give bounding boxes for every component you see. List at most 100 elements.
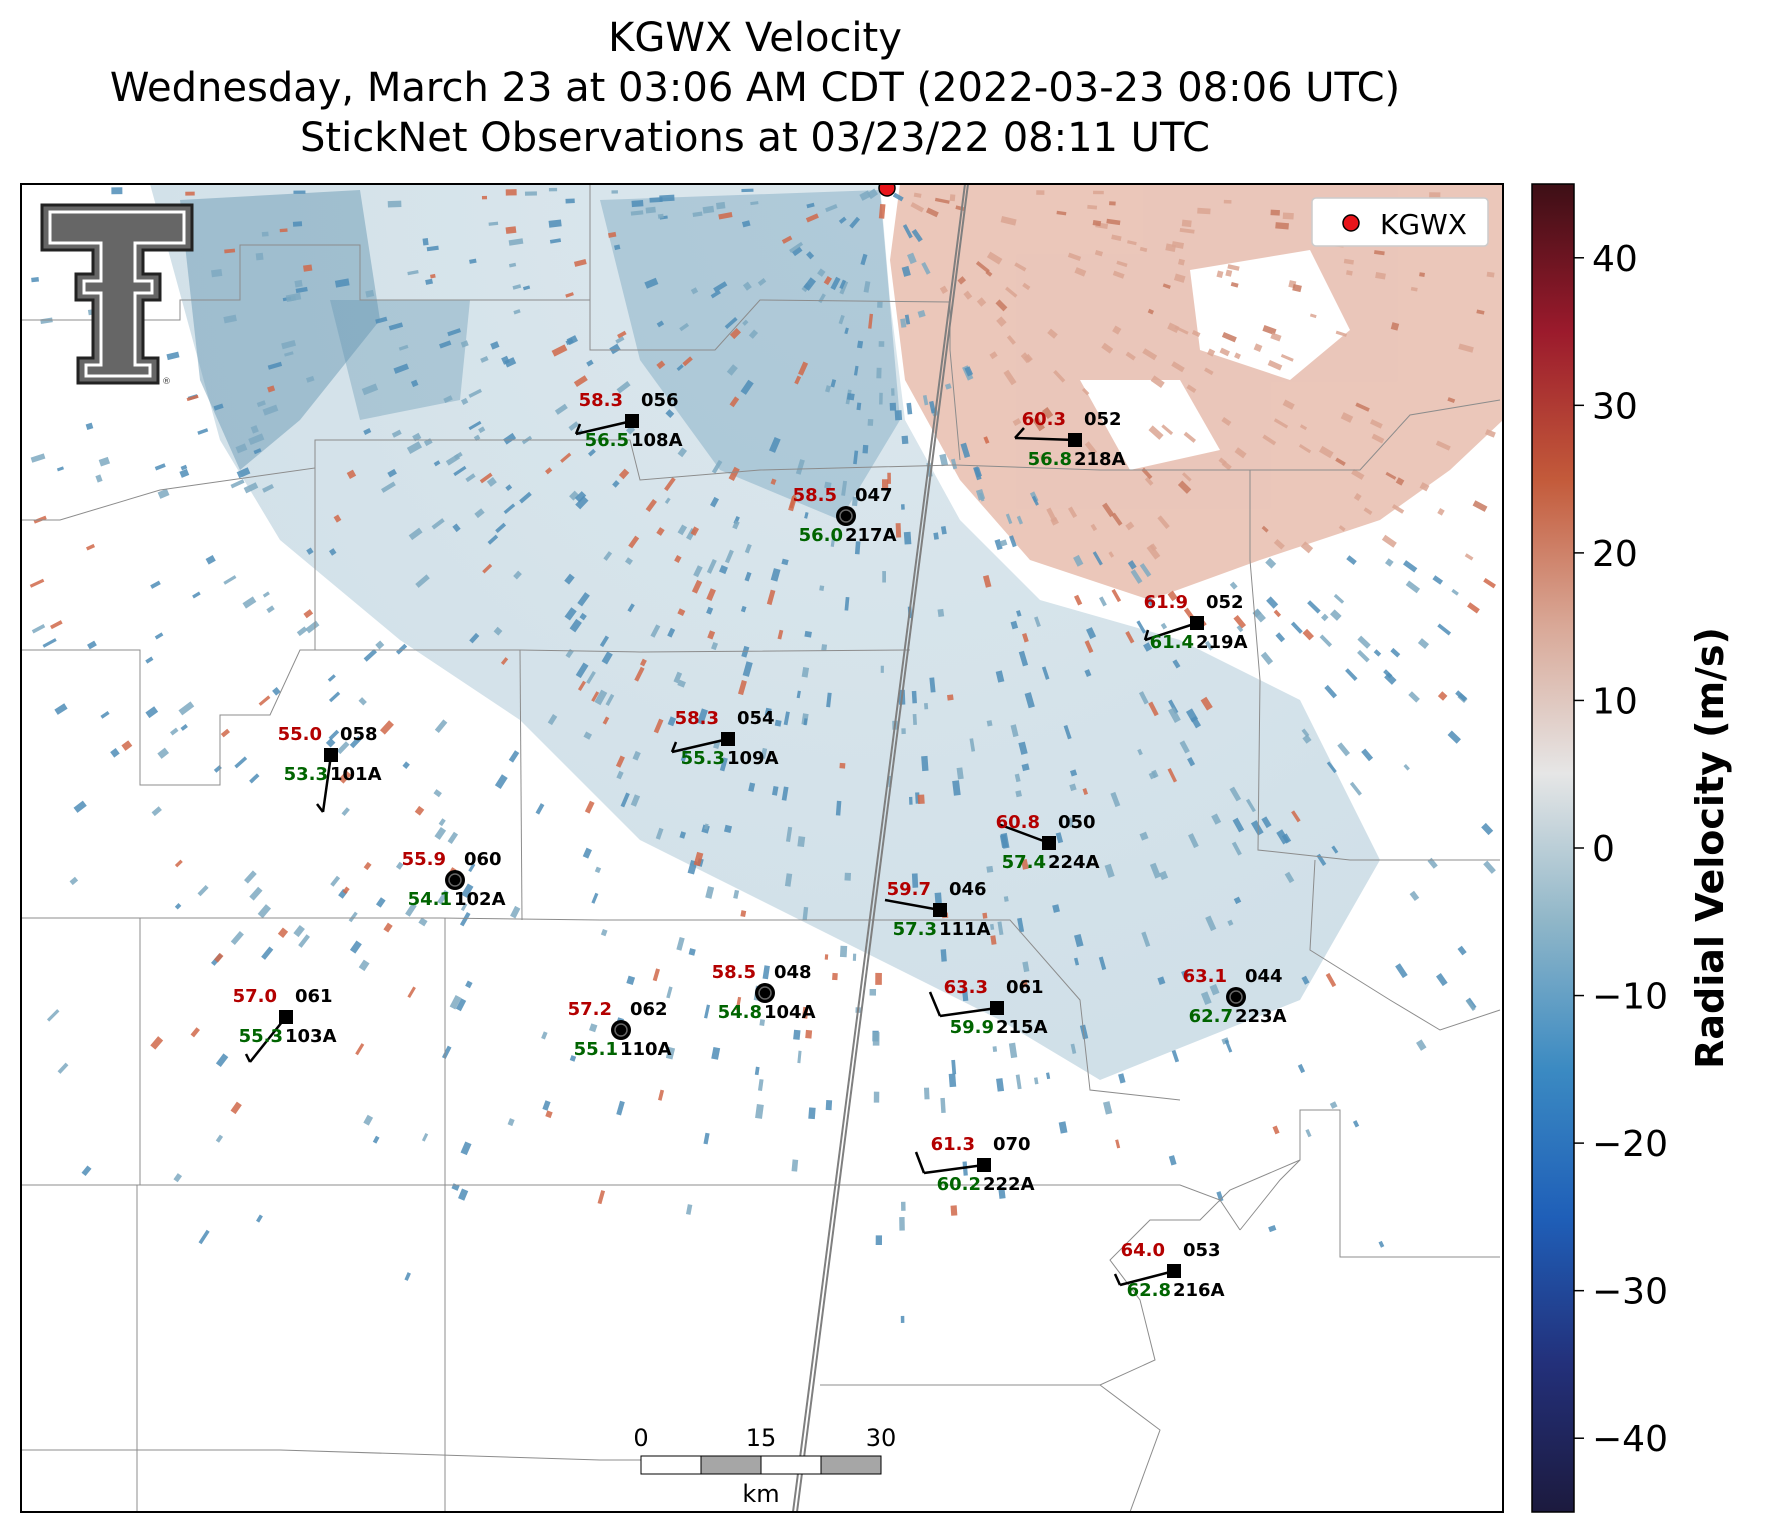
wind-barb-flag (914, 1151, 926, 1174)
wind-barb (575, 419, 633, 436)
station-dewpoint: 56.5 (585, 430, 629, 451)
station-wind-direction: 047 (855, 485, 893, 506)
station-id: 223A (1235, 1006, 1287, 1027)
map-legend: KGWX (1311, 197, 1489, 247)
station-id: 111A (939, 919, 991, 940)
colorbar-tick-label: 30 (1592, 386, 1638, 427)
station-111a: 59.7 046 57.3 111A (884, 879, 991, 940)
station-dewpoint: 59.9 (950, 1017, 994, 1038)
station-217a: 58.5 047 56.0 217A (793, 485, 897, 546)
station-dewpoint: 54.8 (718, 1002, 762, 1023)
station-wind-direction: 048 (774, 962, 812, 983)
colorbar: 40 30 20 10 0 −10 −20 −30 −40 Radial Velocity (m… (1531, 183, 1732, 1513)
wind-barb (939, 1006, 998, 1018)
svg-text:®: ® (162, 377, 171, 387)
station-id: 215A (996, 1017, 1048, 1038)
station-temperature: 58.3 (579, 390, 623, 411)
station-temperature: 61.9 (1144, 592, 1188, 613)
colorbar-tick-label: −30 (1592, 1272, 1668, 1313)
wind-barb-flag (1014, 427, 1025, 439)
wind-barb (671, 737, 729, 754)
station-temperature: 57.2 (568, 999, 612, 1020)
station-wind-direction: 060 (464, 849, 502, 870)
colorbar-tick-label: −20 (1592, 1124, 1668, 1165)
county-borders (21, 184, 1501, 1512)
station-wind-direction: 056 (641, 390, 679, 411)
colorbar-label: Radial Velocity (m/s) (1688, 627, 1732, 1069)
colorbar-tick-label: 10 (1592, 681, 1638, 722)
station-square-marker (324, 748, 338, 762)
calm-ring (758, 986, 772, 1000)
station-id: 102A (454, 889, 506, 910)
scale-bar: 0 15 30 km (633, 1424, 896, 1508)
station-temperature: 63.3 (944, 977, 988, 998)
chart-subtitle-time: Wednesday, March 23 at 03:06 AM CDT (202… (109, 65, 1401, 111)
station-dewpoint: 62.8 (1127, 1280, 1171, 1301)
station-temperature: 58.5 (793, 485, 837, 506)
highway-line (792, 184, 969, 1512)
station-dewpoint: 56.0 (799, 525, 843, 546)
station-216a: 64.0 053 62.8 216A (1113, 1240, 1225, 1301)
station-104a: 58.5 048 54.8 104A (712, 962, 816, 1023)
station-id: 219A (1196, 632, 1248, 653)
station-dewpoint: 55.3 (239, 1026, 283, 1047)
station-219a: 61.9 052 61.4 219A (1144, 592, 1248, 653)
station-215a: 63.3 061 59.9 215A (928, 977, 1048, 1038)
station-dewpoint: 60.2 (937, 1174, 981, 1195)
station-wind-direction: 046 (949, 879, 987, 900)
colorbar-gradient (1531, 183, 1575, 1513)
colorbar-tick-label: −40 (1592, 1419, 1668, 1460)
wind-barb (249, 1016, 287, 1063)
station-temperature: 63.1 (1183, 966, 1227, 987)
wind-barb-flag (1113, 1273, 1122, 1286)
station-108a: 58.3 056 56.5 108A (574, 390, 683, 451)
station-id: 217A (845, 525, 897, 546)
station-wind-direction: 061 (1006, 977, 1044, 998)
sticknet-stations: 58.3 056 56.5 108A 60.3 052 56.8 218A 58.5 047 56.… (233, 390, 1287, 1301)
colorbar-tick-label: −10 (1592, 977, 1668, 1018)
colorbar-tick-label: 20 (1592, 534, 1638, 575)
station-wind-direction: 062 (630, 999, 668, 1020)
map-frame (20, 183, 1504, 1513)
station-wind-direction: 061 (295, 986, 333, 1007)
station-calm-marker (836, 506, 856, 526)
station-id: 224A (1048, 852, 1100, 873)
station-id: 218A (1074, 449, 1126, 470)
wind-barb (923, 1163, 985, 1175)
station-id: 110A (620, 1039, 672, 1060)
station-id: 109A (727, 748, 779, 769)
calm-ring (614, 1023, 628, 1037)
station-dewpoint: 53.3 (284, 764, 328, 785)
station-calm-marker (755, 983, 775, 1003)
station-dewpoint: 54.1 (408, 889, 452, 910)
station-temperature: 59.7 (887, 879, 931, 900)
calm-ring (839, 509, 853, 523)
station-110a: 57.2 062 55.1 110A (568, 999, 672, 1060)
university-logo-icon: ® (40, 203, 194, 387)
station-square-marker (625, 414, 639, 428)
wind-barb-flag (244, 1053, 252, 1063)
station-101a: 55.0 058 53.3 101A (278, 724, 382, 813)
station-square-marker (977, 1158, 991, 1172)
station-square-marker (1042, 836, 1056, 850)
wind-barb-flag (928, 991, 942, 1017)
scale-tick-15: 15 (746, 1424, 777, 1452)
wind-barb (1014, 436, 1076, 442)
station-temperature: 64.0 (1121, 1240, 1165, 1261)
station-dewpoint: 57.3 (893, 919, 937, 940)
wind-barb (1144, 621, 1198, 642)
station-dewpoint: 57.4 (1002, 852, 1046, 873)
station-id: 108A (631, 430, 683, 451)
station-wind-direction: 052 (1206, 592, 1244, 613)
station-temperature: 57.0 (233, 986, 277, 1007)
station-wind-direction: 044 (1245, 966, 1283, 987)
station-wind-direction: 053 (1183, 1240, 1221, 1261)
station-dewpoint: 56.8 (1028, 449, 1072, 470)
station-id: 216A (1173, 1280, 1225, 1301)
outbound-echo-region (890, 184, 1503, 600)
legend-radar-marker (1342, 214, 1360, 232)
wind-barb-flag (1143, 629, 1150, 641)
scale-unit: km (742, 1480, 779, 1508)
station-dewpoint: 55.1 (574, 1039, 618, 1060)
station-id: 222A (983, 1174, 1035, 1195)
